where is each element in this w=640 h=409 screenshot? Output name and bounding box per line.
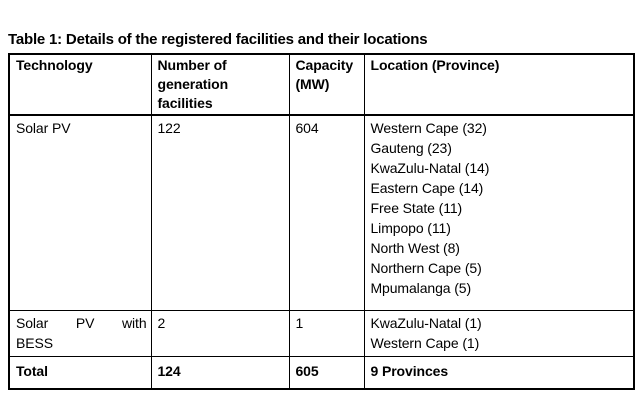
total-facilities-cell: 124 (150, 356, 290, 390)
cell-line: Free State (11) (370, 200, 463, 216)
col-header-technology: Technology (8, 53, 152, 116)
col-header-location: Location (Province) (363, 53, 635, 116)
capacity-cell: 1 (288, 310, 365, 357)
table-row: Solar PV with BESS 2 1 KwaZulu-Natal (1) W… (8, 310, 635, 357)
cell-line: Gauteng (23) (370, 140, 452, 156)
col-header-generation-facilities: Number of generation facilities (150, 53, 290, 116)
total-locations-cell: 9 Provinces (363, 356, 635, 390)
table-footer: Total 124 605 9 Provinces (8, 356, 635, 390)
cell-line: Limpopo (11) (370, 220, 451, 236)
table-caption: Table 1: Details of the registered facil… (8, 31, 428, 48)
facilities-table: Technology Number of generation faciliti… (8, 53, 635, 390)
table-body: Solar PV 122 604 Western Cape (32) Gauten… (8, 114, 635, 357)
facilities-count-cell: 122 (150, 114, 290, 311)
cell-line: Solar PV (16, 120, 71, 136)
header-row: Technology Number of generation faciliti… (8, 53, 635, 116)
technology-cell: Solar PV (8, 114, 152, 311)
cell-line: KwaZulu-Natal (1) (370, 315, 482, 331)
table-row: Solar PV 122 604 Western Cape (32) Gauten… (8, 114, 635, 311)
locations-cell: KwaZulu-Natal (1) Western Cape (1) (363, 310, 635, 357)
col-header-capacity: Capacity (MW) (288, 53, 365, 116)
cell-line: BESS (16, 335, 53, 351)
cell-line: Mpumalanga (5) (370, 280, 472, 296)
total-row: Total 124 605 9 Provinces (8, 356, 635, 390)
cell-line: Northern Cape (5) (370, 260, 482, 276)
total-label-cell: Total (8, 356, 152, 390)
technology-cell: Solar PV with BESS (8, 310, 152, 357)
cell-line: Solar PV with (16, 315, 147, 331)
cell-line: KwaZulu-Natal (14) (370, 160, 490, 176)
cell-line: North West (8) (370, 240, 460, 256)
cell-line: Eastern Cape (14) (370, 180, 484, 196)
total-capacity-cell: 605 (288, 356, 365, 390)
table-header: Technology Number of generation faciliti… (8, 53, 635, 116)
cell-line: Western Cape (1) (370, 335, 480, 351)
locations-cell: Western Cape (32) Gauteng (23) KwaZulu-Nat… (363, 114, 635, 311)
facilities-count-cell: 2 (150, 310, 290, 357)
capacity-cell: 604 (288, 114, 365, 311)
cell-line: Western Cape (32) (370, 120, 487, 136)
